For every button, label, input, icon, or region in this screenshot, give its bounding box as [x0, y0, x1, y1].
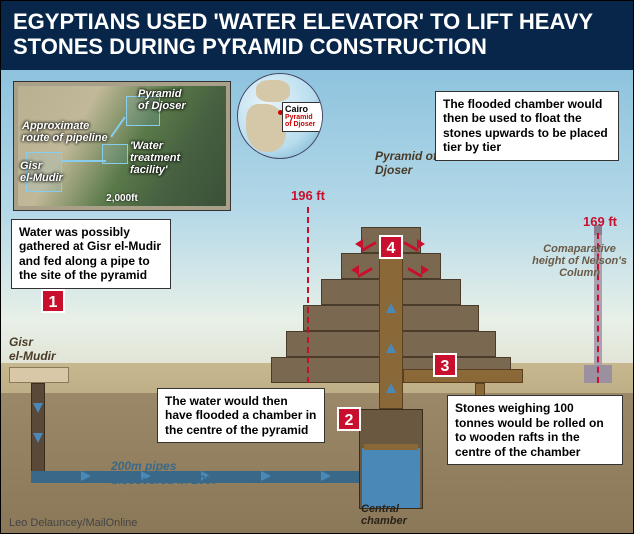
inset-satellite-map: Pyramid of Djoser Approximate route of p…: [13, 81, 231, 211]
globe-callout: Cairo Pyramid of Djoser: [282, 102, 323, 132]
wooden-raft: [364, 444, 418, 450]
badge-3: 3: [433, 353, 457, 377]
pipes-discovered-label: 200m pipes discovered in 2007: [111, 459, 218, 487]
water-arrow-r4: [261, 471, 271, 481]
red-arrow-right-2: [405, 263, 425, 283]
map-label-gisr: Gisr el-Mudir: [20, 160, 63, 184]
map-label-facility: 'Water treatment facility': [130, 140, 180, 176]
infographic-frame: EGYPTIANS USED 'WATER ELEVATOR' TO LIFT …: [0, 0, 634, 534]
water-arrow-up-3: [386, 303, 396, 313]
globe-locator: Cairo Pyramid of Djoser: [237, 73, 323, 159]
side-ramp: [403, 369, 523, 383]
red-arrow-right: [401, 237, 421, 257]
pyramid-label: Pyramid of Djoser: [375, 149, 437, 177]
map-label-route: Approximate route of pipeline: [22, 120, 108, 144]
nelson-height-label: 169 ft: [583, 214, 617, 229]
caption-box-1: Water was possibly gathered at Gisr el-M…: [11, 219, 171, 289]
water-arrow-r5: [321, 471, 331, 481]
pyramid-height-line: [307, 207, 309, 383]
headline-line2: STONES DURING PYRAMID CONSTRUCTION: [13, 34, 621, 59]
badge-4: 4: [379, 235, 403, 259]
caption-box-3: Stones weighing 100 tonnes would be roll…: [447, 395, 623, 465]
central-chamber-label: Central chamber: [361, 503, 407, 527]
image-credit: Leo Delauncey/MailOnline: [9, 517, 137, 529]
red-arrow-left: [359, 237, 379, 257]
map-label-djoser: Pyramid of Djoser: [138, 88, 186, 112]
map-scale-label: 2,000ft: [106, 193, 138, 204]
globe-pyramid-label: Pyramid of Djoser: [285, 114, 323, 128]
headline-banner: EGYPTIANS USED 'WATER ELEVATOR' TO LIFT …: [1, 1, 633, 70]
pyramid-height-label: 196 ft: [291, 188, 325, 203]
gisr-label: Gisr el-Mudir: [9, 335, 56, 363]
headline-line1: EGYPTIANS USED 'WATER ELEVATOR' TO LIFT …: [13, 9, 621, 34]
water-arrow-up-1: [386, 383, 396, 393]
water-arrow-down-1: [33, 403, 43, 413]
red-arrow-left-2: [355, 263, 375, 283]
central-chamber: [359, 409, 423, 509]
caption-box-2: The water would then have flooded a cham…: [157, 388, 325, 443]
caption-box-4: The flooded chamber would then be used t…: [435, 91, 619, 161]
water-arrow-down-2: [33, 433, 43, 443]
badge-2: 2: [337, 407, 361, 431]
nelson-caption: Comaparative height of Nelson's Column: [532, 243, 627, 279]
gisr-structure: [9, 367, 69, 383]
water-arrow-r1: [81, 471, 91, 481]
badge-1: 1: [41, 289, 65, 313]
globe-landmass-europe: [256, 80, 290, 102]
globe-city-label: Cairo: [285, 105, 323, 114]
water-arrow-up-2: [386, 343, 396, 353]
map-pipeline-route: [62, 160, 106, 162]
chamber-water: [362, 448, 420, 508]
